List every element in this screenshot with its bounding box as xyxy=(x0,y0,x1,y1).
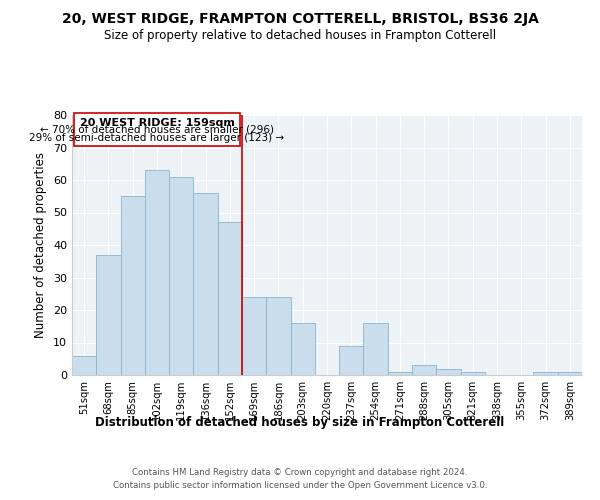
Bar xyxy=(388,372,412,375)
Text: 20, WEST RIDGE, FRAMPTON COTTERELL, BRISTOL, BS36 2JA: 20, WEST RIDGE, FRAMPTON COTTERELL, BRIS… xyxy=(62,12,538,26)
Bar xyxy=(145,170,169,375)
Text: Distribution of detached houses by size in Frampton Cotterell: Distribution of detached houses by size … xyxy=(95,416,505,429)
Bar xyxy=(364,323,388,375)
Text: Contains public sector information licensed under the Open Government Licence v3: Contains public sector information licen… xyxy=(113,482,487,490)
Bar xyxy=(169,177,193,375)
Bar xyxy=(74,114,239,146)
Bar xyxy=(533,372,558,375)
Y-axis label: Number of detached properties: Number of detached properties xyxy=(34,152,47,338)
Text: Contains HM Land Registry data © Crown copyright and database right 2024.: Contains HM Land Registry data © Crown c… xyxy=(132,468,468,477)
Bar xyxy=(96,255,121,375)
Bar xyxy=(266,297,290,375)
Bar xyxy=(558,372,582,375)
Text: ← 70% of detached houses are smaller (296): ← 70% of detached houses are smaller (29… xyxy=(40,124,274,134)
Bar xyxy=(193,193,218,375)
Bar xyxy=(242,297,266,375)
Bar xyxy=(72,356,96,375)
Bar xyxy=(436,368,461,375)
Text: Size of property relative to detached houses in Frampton Cotterell: Size of property relative to detached ho… xyxy=(104,29,496,42)
Bar xyxy=(412,365,436,375)
Bar xyxy=(339,346,364,375)
Bar xyxy=(461,372,485,375)
Bar xyxy=(121,196,145,375)
Bar xyxy=(218,222,242,375)
Text: 20 WEST RIDGE: 159sqm: 20 WEST RIDGE: 159sqm xyxy=(80,118,235,128)
Bar xyxy=(290,323,315,375)
Text: 29% of semi-detached houses are larger (123) →: 29% of semi-detached houses are larger (… xyxy=(29,133,284,143)
